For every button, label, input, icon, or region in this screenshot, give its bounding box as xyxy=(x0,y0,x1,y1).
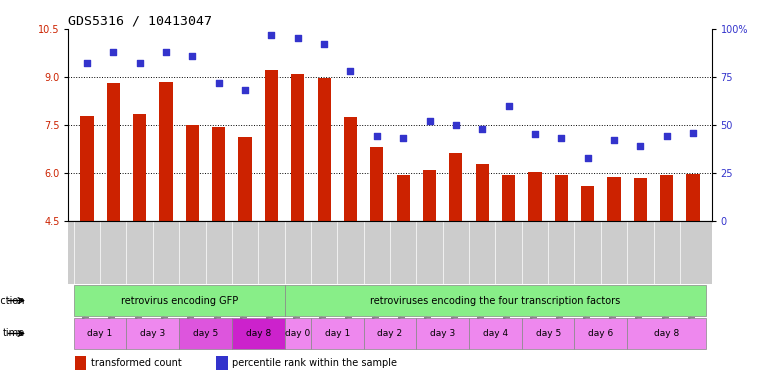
Bar xyxy=(423,170,436,221)
Bar xyxy=(627,318,706,349)
Bar xyxy=(179,318,232,349)
Bar xyxy=(133,114,146,221)
Text: day 4: day 4 xyxy=(483,329,508,338)
Bar xyxy=(126,318,179,349)
Bar xyxy=(285,285,706,316)
Point xyxy=(687,129,699,136)
Bar xyxy=(575,318,627,349)
Bar xyxy=(396,175,409,221)
Bar xyxy=(265,70,278,221)
Bar xyxy=(416,318,469,349)
Text: day 5: day 5 xyxy=(193,329,218,338)
Bar xyxy=(686,174,699,221)
Text: transformed count: transformed count xyxy=(91,358,182,367)
Point xyxy=(160,49,172,55)
Bar xyxy=(522,318,575,349)
Text: GDS5316 / 10413047: GDS5316 / 10413047 xyxy=(68,15,212,28)
Text: day 1: day 1 xyxy=(88,329,113,338)
Bar xyxy=(291,74,304,221)
Point xyxy=(107,49,119,55)
Bar xyxy=(528,172,542,221)
Bar xyxy=(212,127,225,221)
Bar xyxy=(238,137,252,221)
Bar xyxy=(74,285,285,316)
Text: day 0: day 0 xyxy=(285,329,310,338)
Bar xyxy=(74,318,126,349)
Bar xyxy=(581,186,594,221)
Bar xyxy=(232,318,285,349)
Text: day 3: day 3 xyxy=(140,329,165,338)
Text: percentile rank within the sample: percentile rank within the sample xyxy=(232,358,396,367)
Bar xyxy=(216,356,228,369)
Text: day 8: day 8 xyxy=(654,329,680,338)
Point xyxy=(81,60,93,66)
Point xyxy=(397,135,409,141)
Bar xyxy=(285,318,311,349)
Point xyxy=(186,53,199,59)
Point xyxy=(581,154,594,161)
Point xyxy=(318,41,330,47)
Bar xyxy=(634,178,647,221)
Point xyxy=(556,135,568,141)
Text: day 3: day 3 xyxy=(430,329,455,338)
Bar xyxy=(186,125,199,221)
Text: day 1: day 1 xyxy=(325,329,350,338)
Text: infection: infection xyxy=(0,296,25,306)
Point xyxy=(634,143,646,149)
Bar xyxy=(364,318,416,349)
Point xyxy=(134,60,146,66)
Text: day 2: day 2 xyxy=(377,329,403,338)
Point xyxy=(291,35,304,41)
Text: time: time xyxy=(2,328,25,338)
Bar xyxy=(476,164,489,221)
Point xyxy=(476,126,489,132)
Bar xyxy=(81,116,94,221)
Bar xyxy=(317,78,331,221)
Point xyxy=(371,133,383,139)
Text: day 5: day 5 xyxy=(536,329,561,338)
Bar xyxy=(660,175,673,221)
Bar xyxy=(371,147,384,221)
Text: day 8: day 8 xyxy=(246,329,271,338)
Bar xyxy=(344,117,357,221)
Text: retroviruses encoding the four transcription factors: retroviruses encoding the four transcrip… xyxy=(371,296,620,306)
Bar xyxy=(449,153,463,221)
Bar xyxy=(502,174,515,221)
Text: day 6: day 6 xyxy=(588,329,613,338)
Bar xyxy=(607,177,621,221)
Point xyxy=(239,87,251,93)
Bar xyxy=(107,83,120,221)
Bar xyxy=(159,82,173,221)
Point xyxy=(529,131,541,137)
Point xyxy=(345,68,357,74)
Bar xyxy=(555,175,568,221)
Point xyxy=(608,137,620,143)
Bar xyxy=(311,318,364,349)
Point xyxy=(450,122,462,128)
Point xyxy=(661,133,673,139)
Point xyxy=(423,118,435,124)
Point xyxy=(266,31,278,38)
Bar xyxy=(75,356,87,369)
Bar xyxy=(469,318,522,349)
Point xyxy=(502,103,514,109)
Point xyxy=(212,79,224,86)
Text: retrovirus encoding GFP: retrovirus encoding GFP xyxy=(120,296,237,306)
